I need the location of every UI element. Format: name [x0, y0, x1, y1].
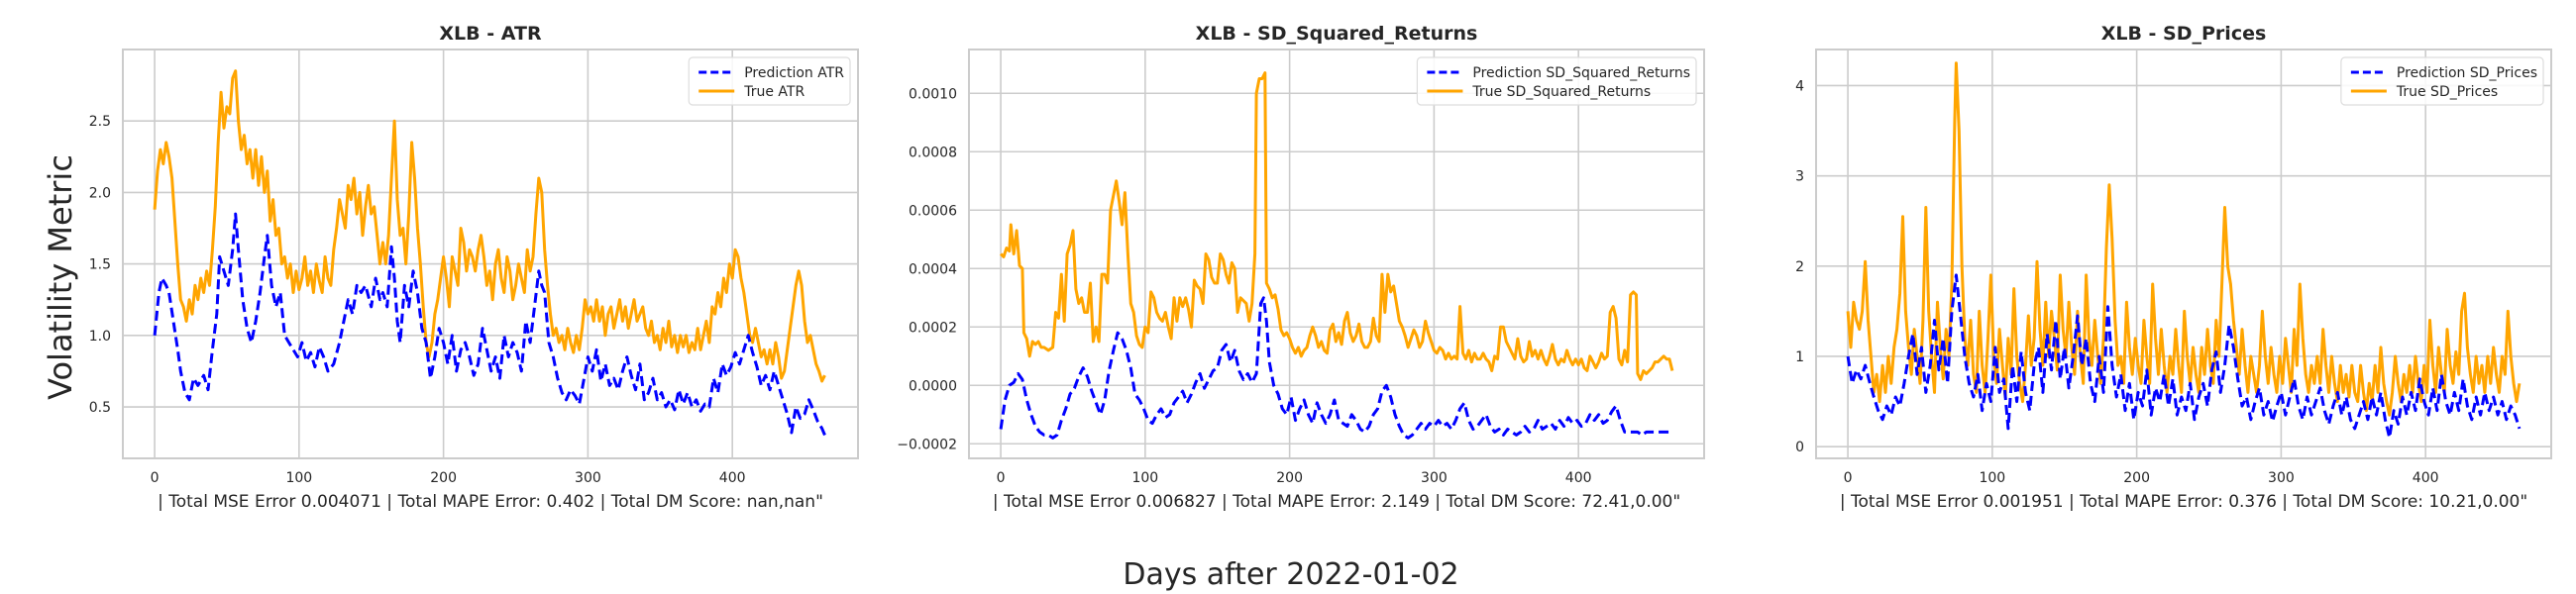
- x-tick-label: 400: [719, 470, 746, 486]
- axes-frame: [1815, 49, 2552, 459]
- x-tick-labels: 0 100 200 300 400: [1844, 470, 2439, 486]
- x-tick-label: 100: [285, 470, 312, 486]
- x-tick-label: 200: [430, 470, 457, 486]
- series-line-prediction: [153, 212, 828, 440]
- y-tick-label: 1: [1795, 349, 1804, 365]
- x-tick-label: 300: [1421, 470, 1448, 486]
- chart-xlabel: | Total MSE Error 0.006827 | Total MAPE …: [993, 492, 1680, 512]
- series-line-true: [153, 69, 826, 383]
- chart-xlabel: | Total MSE Error 0.001951 | Total MAPE …: [1840, 492, 2527, 512]
- series-line-prediction: [999, 296, 1672, 440]
- y-tick-label: 0.5: [89, 400, 111, 416]
- legend-label: True ATR: [743, 84, 805, 100]
- y-tick-label: 0: [1795, 440, 1804, 455]
- chart-panel-sd-prices: XLB - SD_Prices 0 1 2 3 4 0 100 200 300 400 | To…: [1795, 23, 2552, 512]
- legend-box: [1416, 56, 1697, 106]
- plot-area: [969, 50, 1704, 458]
- x-tick-label: 200: [1276, 470, 1303, 486]
- y-tick-label: 0.0004: [909, 261, 957, 277]
- grid: [123, 50, 858, 458]
- x-tick-label: 100: [1131, 470, 1158, 486]
- y-tick-labels: 0.5 1.0 1.5 2.0 2.5: [89, 114, 111, 416]
- series-line-true: [1000, 71, 1674, 381]
- x-tick-label: 400: [2413, 470, 2439, 486]
- x-tick-label: 300: [2268, 470, 2295, 486]
- x-tick-label: 0: [997, 470, 1006, 486]
- y-tick-label: 0.0000: [909, 378, 957, 394]
- series-line-prediction: [1846, 273, 2522, 440]
- legend-label: Prediction SD_Prices: [2397, 65, 2537, 81]
- y-tick-label: 0.0002: [909, 320, 957, 336]
- y-tick-labels: −0.0002 0.0000 0.0002 0.0004 0.0006 0.0008 0.0…: [897, 86, 957, 452]
- chart-panel-sd-squared-returns: XLB - SD_Squared_Returns −0.0002 0.0000 0.…: [897, 23, 1705, 512]
- legend-box: [688, 56, 851, 106]
- x-tick-labels: 0 100 200 300 400: [151, 470, 746, 486]
- y-tick-label: −0.0002: [897, 437, 957, 452]
- legend-box: [2340, 56, 2544, 106]
- x-tick-label: 300: [575, 470, 601, 486]
- chart-title: XLB - ATR: [439, 23, 542, 45]
- x-tick-label: 400: [1565, 470, 1592, 486]
- y-tick-label: 2.0: [89, 185, 111, 201]
- axes-frame: [968, 49, 1705, 459]
- x-tick-label: 200: [2123, 470, 2150, 486]
- legend: Prediction SD_Squared_Returns True SD_Squ…: [1416, 56, 1697, 106]
- legend-label: True SD_Prices: [2396, 84, 2498, 100]
- x-tick-label: 100: [1979, 470, 2005, 486]
- chart-title: XLB - SD_Prices: [2101, 23, 2267, 45]
- legend-label: Prediction ATR: [744, 65, 844, 81]
- y-tick-label: 1.0: [89, 329, 111, 345]
- y-tick-label: 2: [1795, 259, 1804, 275]
- y-tick-label: 2.5: [89, 114, 111, 130]
- figure-xlabel: Days after 2022-01-02: [1123, 557, 1458, 592]
- axes-frame: [122, 49, 859, 459]
- x-tick-labels: 0 100 200 300 400: [997, 470, 1592, 486]
- chart-xlabel: | Total MSE Error 0.004071 | Total MAPE …: [158, 492, 823, 512]
- x-tick-label: 0: [151, 470, 160, 486]
- plot-area: [1816, 50, 2551, 458]
- y-tick-label: 0.0006: [909, 203, 957, 219]
- y-tick-label: 1.5: [89, 257, 111, 273]
- legend-label: Prediction SD_Squared_Returns: [1472, 65, 1690, 81]
- series-line-true: [1846, 61, 2522, 417]
- legend-label: True SD_Squared_Returns: [1471, 84, 1651, 100]
- legend: Prediction ATR True ATR: [688, 56, 851, 106]
- y-tick-label: 4: [1795, 78, 1804, 94]
- y-tick-label: 0.0008: [909, 145, 957, 160]
- x-tick-label: 0: [1844, 470, 1853, 486]
- chart-title: XLB - SD_Squared_Returns: [1196, 23, 1478, 45]
- figure-ylabel: Volatility Metric: [42, 154, 79, 400]
- y-tick-label: 3: [1795, 169, 1804, 185]
- y-tick-label: 0.0010: [909, 86, 957, 102]
- chart-panel-atr: XLB - ATR 0.51.01.52.02.5 0 100 200 300 400 …: [89, 23, 859, 512]
- y-tick-labels: 0 1 2 3 4: [1795, 78, 1804, 455]
- legend: Prediction SD_Prices True SD_Prices: [2340, 56, 2544, 106]
